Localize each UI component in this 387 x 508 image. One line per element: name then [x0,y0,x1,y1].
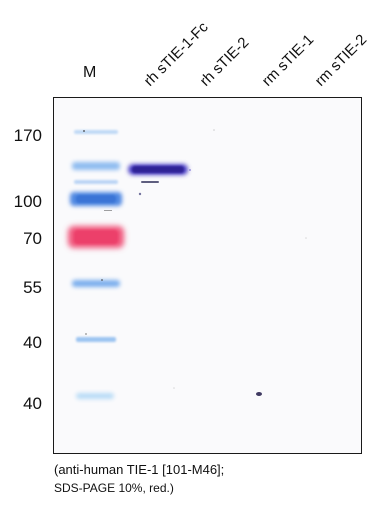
western-blot-membrane [53,97,362,454]
blot-image [54,98,361,453]
lane-label-rm-stie1: rm sTIE-1 [258,31,318,90]
mw-label-40-lower: 40 [23,394,42,413]
figure-caption: (anti-human TIE-1 [101-M46]; SDS-PAGE 10… [54,462,224,496]
mw-label-170: 170 [13,126,42,145]
mw-label-100: 100 [13,192,42,211]
lane-label-rh-stie2: rh sTIE-2 [196,34,253,90]
speck-rm-stie1 [256,392,262,396]
caption-antibody: (anti-human TIE-1 [101-M46]; [54,462,225,477]
caption-gel-conditions: SDS-PAGE 10%, red.) [54,481,174,496]
mw-label-40-upper: 40 [23,333,42,352]
band-rh-stie1-fc [128,164,191,196]
mw-label-70: 70 [23,229,42,248]
mw-label-55: 55 [23,278,42,297]
lane-label-rm-stie2: rm sTIE-2 [311,31,371,90]
marker-lane-label: M [83,64,97,81]
marker-ladder [68,130,124,399]
